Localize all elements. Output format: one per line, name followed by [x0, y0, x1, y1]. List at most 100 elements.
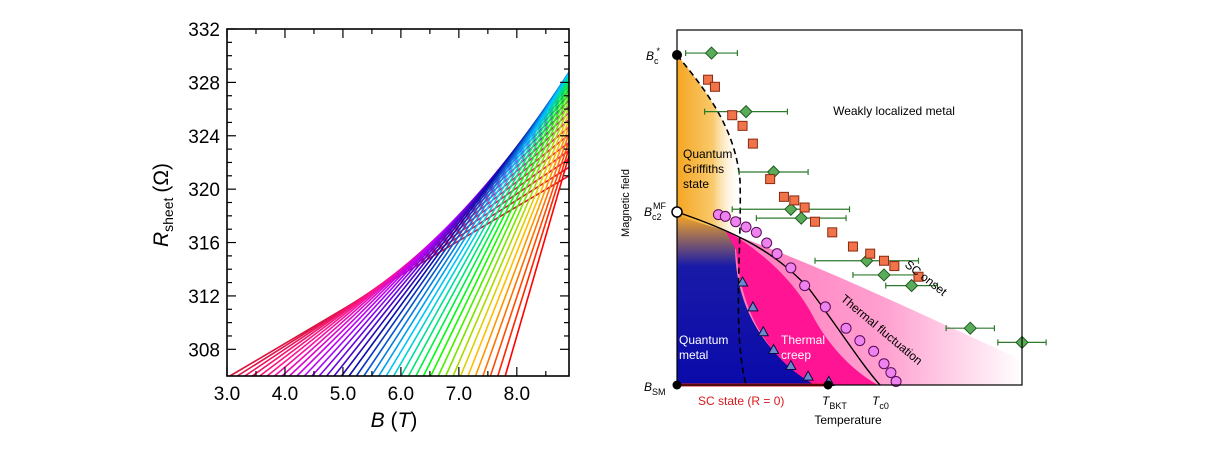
- triangle-point: [767, 343, 780, 354]
- triangle-point: [747, 300, 759, 312]
- square-point: [789, 195, 800, 206]
- phase-markers: [685, 46, 1047, 387]
- griffiths-label-3: state: [683, 177, 709, 191]
- mr-curve: [497, 148, 570, 377]
- diamond-point: [794, 211, 808, 225]
- square-point: [799, 202, 810, 213]
- diamond-point: [877, 268, 891, 282]
- mr-curve: [363, 72, 570, 377]
- mr-curve: [482, 133, 570, 377]
- mr-ticks: [226, 28, 569, 376]
- bsm-label: BSM: [644, 380, 666, 397]
- circle-point: [771, 248, 783, 260]
- griffiths-label-2: Griffiths: [683, 162, 724, 176]
- circle-point: [819, 301, 831, 313]
- thermal-creep-label-2: creep: [781, 348, 811, 362]
- mr-xtick-labels: 3.0 4.0 5.0 6.0 7.0 8.0: [214, 384, 530, 405]
- bc2-mf-sup-label: MF: [653, 201, 666, 211]
- mr-y-tick-label: 324: [188, 127, 220, 148]
- mr-plot-frame: [226, 28, 570, 377]
- region-thermal-creep: [725, 230, 878, 385]
- mr-y-tick-label: 328: [188, 73, 220, 94]
- circle-point: [750, 226, 762, 238]
- diamond-point: [904, 278, 919, 293]
- mr-curves: [229, 71, 570, 377]
- mr-x-tick-label: 8.0: [504, 384, 530, 405]
- triangle-point: [736, 276, 749, 287]
- weakly-localized-label: Weakly localized metal: [833, 104, 955, 118]
- square-point: [703, 74, 714, 85]
- mr-curve: [370, 71, 570, 377]
- mr-curve: [378, 71, 570, 377]
- mean-field-boundary: [676, 211, 881, 386]
- circle-point: [878, 358, 890, 370]
- circle-point: [868, 345, 880, 357]
- triangle-point: [785, 359, 797, 370]
- mr-x-tick-label: 4.0: [272, 384, 298, 405]
- mr-curve: [385, 72, 570, 377]
- mr-curve: [400, 76, 570, 377]
- bsm-marker: [672, 380, 682, 390]
- triangle-point: [802, 370, 814, 381]
- mr-curve: [407, 79, 570, 377]
- bc-star-marker: [672, 50, 682, 60]
- square-point: [913, 271, 924, 282]
- mr-curve: [430, 90, 570, 377]
- circle-point: [740, 221, 752, 233]
- circle-point: [885, 367, 897, 379]
- square-point: [727, 110, 738, 121]
- circle-point: [799, 280, 811, 292]
- mr-x-tick-label: 5.0: [330, 384, 356, 405]
- mr-curve: [422, 86, 570, 377]
- quantum-metal-label-2: metal: [679, 348, 708, 362]
- square-point: [865, 248, 876, 259]
- mr-curve: [444, 101, 570, 377]
- circle-point: [761, 237, 773, 249]
- magnetoresistance-chart: 3.0 4.0 5.0 6.0 7.0 8.0 308 312 316 320 324 328 332…: [150, 20, 570, 432]
- square-point: [747, 138, 758, 149]
- tbkt-label: TBKT: [822, 394, 847, 411]
- thermal-creep-label-1: Thermal: [781, 333, 825, 347]
- mr-curve: [474, 126, 570, 377]
- square-point: [827, 227, 838, 238]
- diamond-point: [963, 321, 977, 335]
- bc2-mf-marker: [671, 206, 683, 218]
- square-point: [810, 216, 820, 227]
- griffiths-label-1: Quantum: [683, 147, 732, 161]
- square-point: [879, 255, 889, 266]
- mr-ytick-labels: 308 312 316 320 324 328 332: [188, 20, 220, 361]
- mr-curve: [415, 82, 570, 377]
- mr-y-tick-label: 332: [188, 20, 220, 41]
- square-point: [847, 241, 858, 252]
- mr-x-tick-label: 7.0: [446, 384, 472, 405]
- tbkt-marker: [823, 380, 833, 390]
- mr-y-tick-label: 316: [188, 234, 220, 255]
- mr-curve: [452, 106, 570, 377]
- griffiths-dashed-boundary: [676, 54, 747, 386]
- mr-x-axis-label: B (T): [371, 409, 418, 432]
- triangle-point: [757, 325, 770, 337]
- tc0-label: Tc0: [872, 394, 889, 411]
- square-point: [765, 174, 776, 185]
- mr-curve: [459, 113, 570, 377]
- quantum-metal-label-1: Quantum: [679, 333, 728, 347]
- sc-onset-label: SC onset: [902, 257, 950, 299]
- diamond-point: [704, 46, 719, 60]
- circle-point: [854, 335, 866, 347]
- phase-diagram: Bc* Bc2 MF BSM TBKT Tc0 Temperature Magn…: [620, 29, 1047, 427]
- circle-point: [719, 210, 731, 222]
- square-point: [709, 81, 720, 92]
- mr-y-tick-label: 312: [188, 287, 220, 308]
- mr-curve: [437, 95, 570, 377]
- mr-y-tick-label: 320: [188, 180, 220, 201]
- mr-x-tick-label: 3.0: [214, 384, 240, 405]
- square-point: [889, 261, 900, 272]
- region-griffiths: [677, 55, 742, 250]
- bc2-mf-label: Bc2: [644, 205, 662, 222]
- circle-point: [890, 375, 902, 387]
- circle-point: [730, 216, 742, 228]
- diamond-point: [784, 202, 798, 216]
- circle-point: [785, 262, 797, 274]
- phase-x-axis-label: Temperature: [814, 413, 882, 427]
- sc-state-label: SC state (R = 0): [698, 394, 784, 408]
